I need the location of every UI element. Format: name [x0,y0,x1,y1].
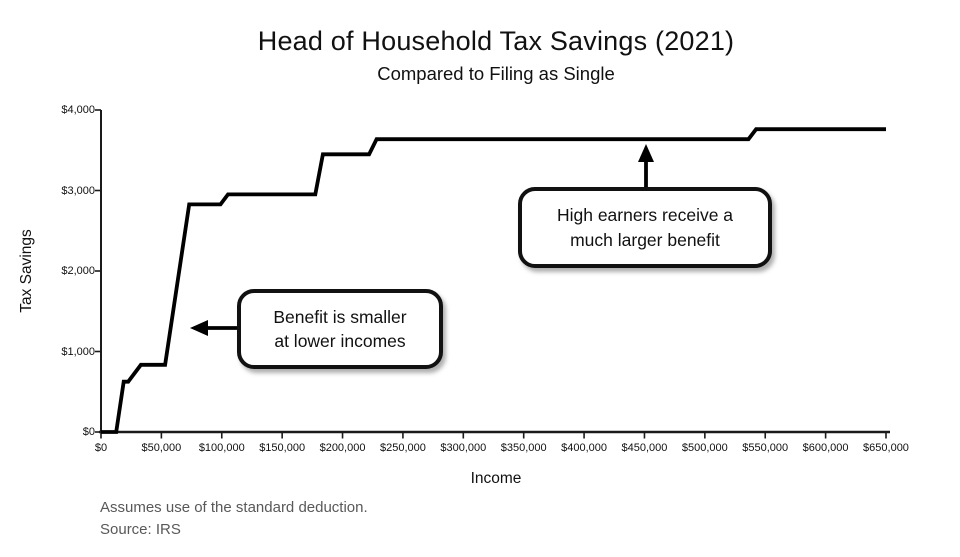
annotation-low-incomes: Benefit is smaller at lower incomes [237,289,443,369]
footnote-line-1: Assumes use of the standard deduction. [100,499,368,516]
annotation-arrow-left-head [190,320,208,336]
y-tick-label: $4,000 [61,104,95,116]
chart-subtitle: Compared to Filing as Single [377,63,615,84]
x-tick-label: $550,000 [742,442,789,454]
chart-title: Head of Household Tax Savings (2021) [257,26,735,56]
x-tick-label: $600,000 [802,442,849,454]
x-tick-label: $250,000 [379,442,426,454]
x-tick-label: $350,000 [500,442,547,454]
x-tick-label: $400,000 [561,442,607,454]
annotation-high-earners: High earners receive a much larger benef… [518,187,772,268]
tax-savings-line [101,127,886,434]
footnote: Assumes use of the standard deduction. S… [100,497,368,541]
x-tick-label: $0 [94,442,108,454]
x-tick-label: $100,000 [198,442,245,454]
annotation-low-line-2: at lower incomes [274,331,406,351]
x-tick-label: $150,000 [259,442,306,454]
x-axis-title: Income [470,470,522,487]
y-axis-title: Tax Savings [18,229,35,313]
annotation-arrow-up-head [638,144,654,162]
y-tick-label: $0 [82,426,95,438]
x-tick-label: $450,000 [621,442,668,454]
x-tick-label: $50,000 [141,442,182,454]
y-tick-label: $3,000 [61,184,95,197]
y-tick-label: $1,000 [61,345,95,358]
annotation-high-line-2: much larger benefit [570,229,720,250]
annotation-low-line-1: Benefit is smaller [273,306,407,327]
x-tick-label: $200,000 [319,442,366,454]
x-tick-label: $500,000 [681,442,728,454]
footnote-line-2: Source: IRS [100,521,181,538]
annotation-high-line-1: High earners receive a [556,205,734,226]
x-tick-label: $650,000 [863,442,909,454]
y-tick-label: $2,000 [61,265,95,277]
x-tick-label: $300,000 [440,442,487,454]
